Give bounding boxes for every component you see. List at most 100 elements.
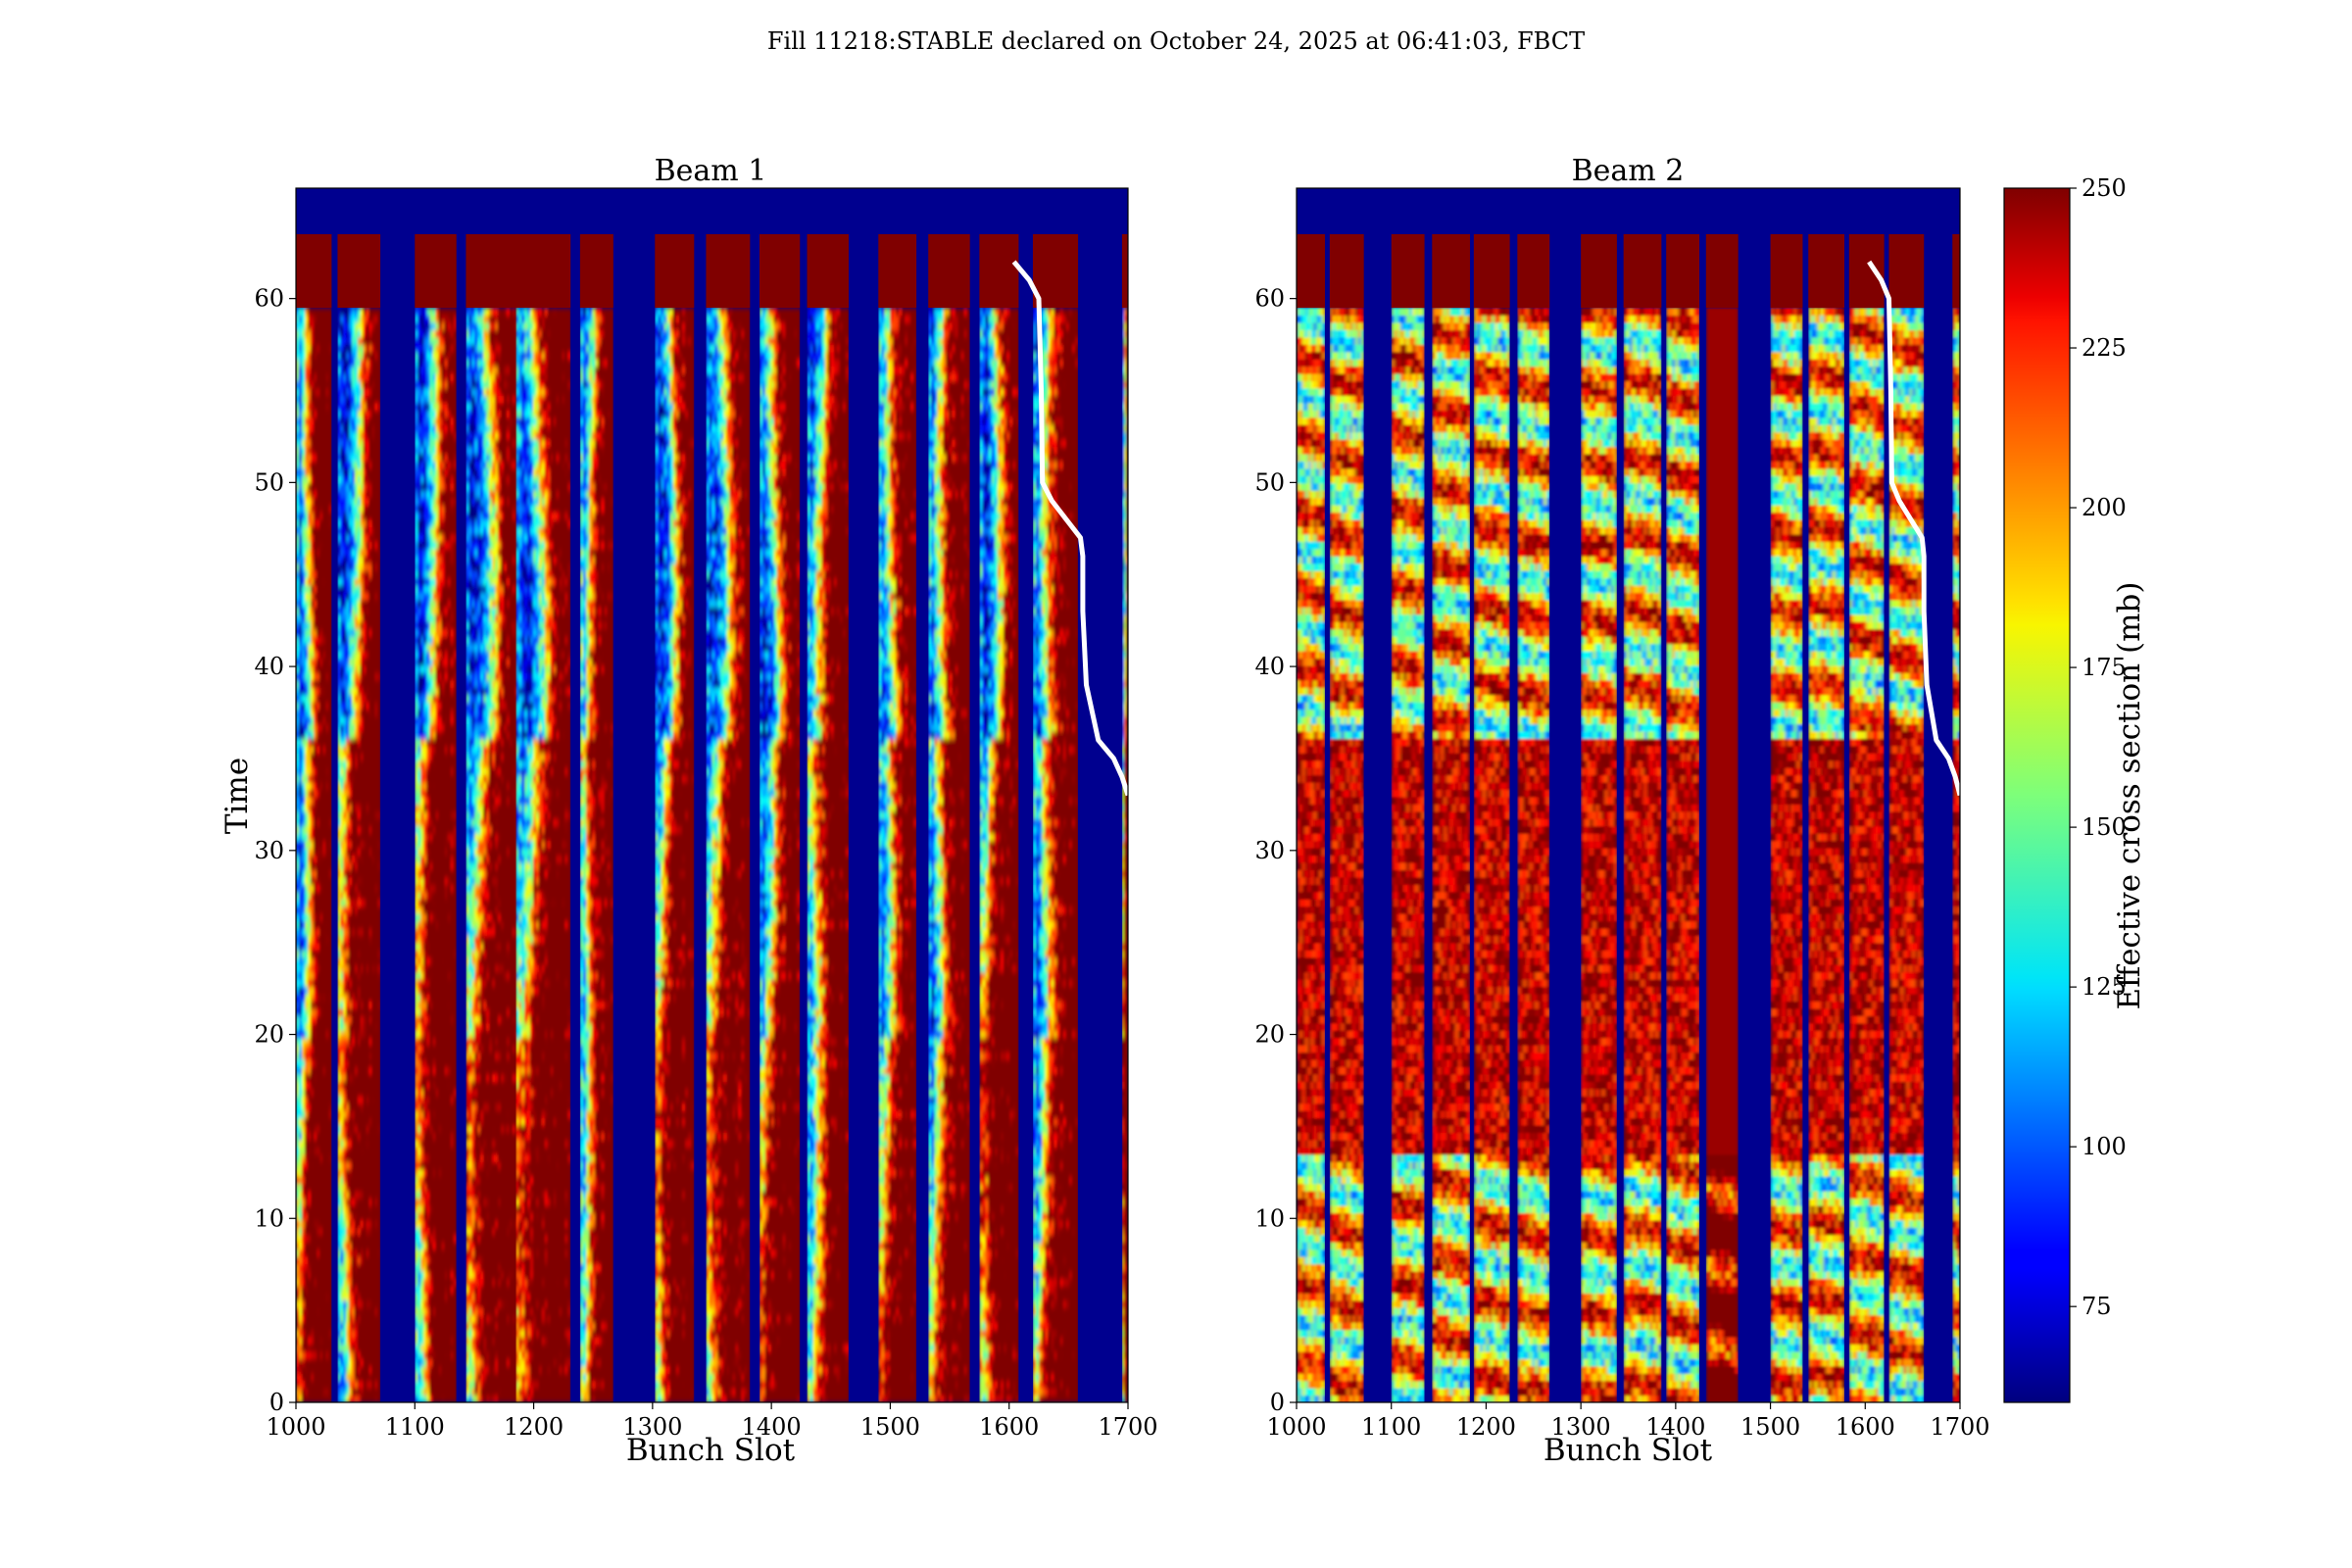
- bunch-train: [1705, 308, 1739, 1403]
- beam2-overlay-line: [1867, 260, 1963, 797]
- y-tick-label: 50: [254, 468, 284, 496]
- colorbar-tick-label: 100: [2082, 1133, 2127, 1160]
- beam2-frame: [1296, 187, 1961, 1403]
- y-tick-label: 20: [1254, 1021, 1285, 1049]
- bunch-train: [1432, 308, 1470, 1403]
- y-tick-label: 40: [1254, 653, 1285, 680]
- bunch-train: [1848, 308, 1885, 1403]
- y-tick-label: 10: [254, 1204, 284, 1232]
- saturated-band: [1581, 233, 1617, 309]
- colorbar-gradient: [2003, 187, 2071, 1403]
- x-tick-label: 1600: [979, 1413, 1039, 1441]
- colorbar-tick-label: 175: [2082, 654, 2127, 681]
- bunch-train: [1473, 308, 1510, 1403]
- saturated-band: [807, 233, 849, 309]
- x-tick-label: 1000: [266, 1413, 325, 1441]
- bunch-train: [296, 308, 332, 1403]
- bunch-train: [1666, 308, 1700, 1403]
- saturated-band: [655, 233, 695, 309]
- beam1-heatmap: [296, 188, 1128, 1403]
- x-tick-label: 1500: [860, 1413, 920, 1441]
- colorbar-tick-label: 75: [2082, 1293, 2112, 1320]
- saturated-band: [1808, 233, 1845, 309]
- saturated-band: [706, 233, 751, 309]
- y-tick-label: 0: [270, 1389, 284, 1416]
- saturated-band: [1888, 233, 1925, 309]
- y-tick-label: 40: [254, 653, 284, 680]
- beam1-overlay-line: [1011, 260, 1131, 797]
- x-tick-label: 1000: [1266, 1413, 1326, 1441]
- bunch-train: [1888, 308, 1925, 1403]
- y-tick-label: 30: [254, 837, 284, 864]
- bunch-train: [1121, 308, 1128, 1403]
- bunch-train: [1808, 308, 1845, 1403]
- saturated-band: [1121, 233, 1128, 309]
- saturated-band: [1297, 233, 1326, 309]
- saturated-band: [1848, 233, 1885, 309]
- beam2-x-ticks: 1000 1100 1200 1300 1400 1500 1600 1700: [1266, 1402, 1990, 1441]
- saturated-band: [466, 233, 518, 309]
- colorbar-tick-label: 125: [2082, 973, 2127, 1001]
- saturated-band: [1666, 233, 1700, 309]
- x-tick-label: 1200: [504, 1413, 564, 1441]
- figure-title: Fill 11218:STABLE declared on October 24…: [767, 27, 1585, 55]
- saturated-band: [1705, 233, 1739, 309]
- beam1-title: Beam 1: [655, 154, 767, 188]
- beam1-x-ticks: 1000 1100 1200 1300 1400 1500 1600 1700: [266, 1402, 1158, 1441]
- bunch-train: [1517, 308, 1550, 1403]
- bunch-train: [337, 308, 381, 1403]
- saturated-band: [337, 233, 381, 309]
- colorbar-tick-label: 225: [2082, 334, 2127, 362]
- beam2-heatmap: [1297, 188, 1960, 1403]
- y-tick-label: 50: [1254, 468, 1285, 496]
- colorbar: 75 100 125 150 175 200 225 250 Effective cross …: [2003, 174, 2147, 1403]
- bunch-train: [466, 308, 518, 1403]
- beam1-frame: [295, 187, 1129, 1403]
- saturated-band: [1032, 233, 1079, 309]
- saturated-band: [760, 233, 801, 309]
- bunch-train: [1032, 308, 1079, 1403]
- colorbar-tick-label: 150: [2082, 813, 2127, 841]
- colorbar-tick-label: 200: [2082, 494, 2127, 521]
- beam2-y-ticks: 0 10 20 30 40 50 60: [1254, 285, 1297, 1416]
- x-tick-label: 1600: [1836, 1413, 1895, 1441]
- saturated-band: [579, 233, 613, 309]
- saturated-band: [1329, 233, 1364, 309]
- bunch-train: [807, 308, 849, 1403]
- y-tick-label: 60: [1254, 285, 1285, 313]
- saturated-band: [296, 233, 332, 309]
- y-tick-label: 10: [1254, 1204, 1285, 1232]
- saturated-band: [1391, 233, 1425, 309]
- x-tick-label: 1200: [1456, 1413, 1516, 1441]
- bunch-train: [878, 308, 917, 1403]
- x-tick-label: 1100: [385, 1413, 445, 1441]
- saturated-band: [1432, 233, 1470, 309]
- bunch-train: [1581, 308, 1617, 1403]
- beam2-title: Beam 2: [1572, 154, 1685, 188]
- saturated-band: [928, 233, 970, 309]
- saturated-band: [1473, 233, 1510, 309]
- colorbar-tick-label: 250: [2082, 174, 2127, 202]
- x-tick-label: 1700: [1930, 1413, 1989, 1441]
- y-tick-label: 60: [254, 285, 284, 313]
- x-tick-label: 1300: [1551, 1413, 1611, 1441]
- beam2-panel: Beam 2 1000 1100 1200 1300 1400 1500 1600 1700 …: [1254, 154, 1989, 1468]
- colorbar-ticks: 75 100 125 150 175 200 225 250: [2070, 174, 2127, 1320]
- x-tick-label: 1400: [742, 1413, 802, 1441]
- bunch-train: [1329, 308, 1364, 1403]
- bunch-train: [1623, 308, 1662, 1403]
- x-tick-label: 1500: [1740, 1413, 1800, 1441]
- bunch-train: [579, 308, 613, 1403]
- x-tick-label: 1100: [1361, 1413, 1421, 1441]
- y-tick-label: 30: [1254, 837, 1285, 864]
- x-tick-label: 1300: [622, 1413, 682, 1441]
- x-tick-label: 1700: [1098, 1413, 1157, 1441]
- y-tick-label: 20: [254, 1021, 284, 1049]
- saturated-band: [1770, 233, 1803, 309]
- y-tick-label: 0: [1270, 1389, 1285, 1416]
- bunch-train: [1952, 308, 1960, 1403]
- bunch-train: [928, 308, 970, 1403]
- saturated-band: [515, 233, 571, 309]
- bunch-train: [1770, 308, 1803, 1403]
